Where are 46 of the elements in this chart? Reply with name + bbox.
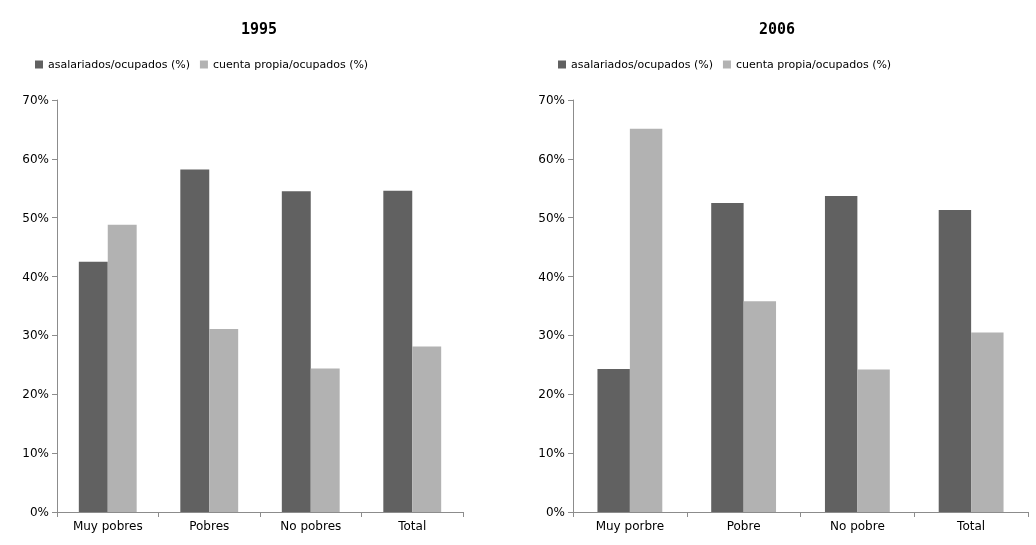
- x-tick-label: Pobres: [189, 519, 230, 533]
- bar: [209, 328, 239, 512]
- chart-title: 2006: [758, 19, 796, 38]
- y-tick-label: 30%: [22, 328, 49, 343]
- y-tick-label: 70%: [538, 93, 565, 107]
- x-tick-label: Total: [956, 519, 986, 533]
- legend-label: cuenta propia/ocupados (%): [735, 58, 892, 71]
- bar: [310, 368, 340, 512]
- legend-label: cuenta propia/ocupados (%): [212, 58, 369, 71]
- bar: [824, 195, 858, 512]
- y-tick-label: 10%: [538, 446, 565, 461]
- x-tick-label: Muy pobres: [72, 519, 143, 533]
- legend-label: asalariados/ocupados (%): [571, 58, 713, 71]
- y-tick-label: 50%: [538, 210, 565, 225]
- x-tick-label: No pobres: [280, 519, 342, 533]
- bar: [971, 332, 1004, 512]
- y-tick-label: 50%: [22, 210, 49, 225]
- y-tick-label: 40%: [22, 269, 49, 284]
- bar: [180, 169, 210, 512]
- bar: [107, 224, 137, 512]
- y-tick-label: 10%: [22, 446, 49, 461]
- bar: [281, 191, 311, 512]
- x-tick-label: No pobre: [829, 519, 885, 533]
- y-tick-label: 60%: [538, 151, 565, 166]
- y-tick-label: 20%: [22, 387, 49, 402]
- y-tick-label: 0%: [545, 505, 565, 519]
- y-tick-label: 60%: [22, 151, 49, 166]
- bar: [597, 368, 630, 512]
- y-tick-label: 40%: [538, 269, 565, 284]
- bar: [383, 190, 413, 512]
- chart-title: 1995: [240, 19, 278, 38]
- bar: [629, 128, 663, 512]
- y-tick-label: 20%: [538, 387, 565, 402]
- x-tick-label: Pobre: [726, 519, 761, 533]
- bar: [78, 261, 108, 512]
- bar: [938, 210, 972, 512]
- x-tick-label: Muy porbre: [595, 519, 665, 533]
- y-tick-label: 70%: [22, 93, 49, 107]
- bar: [412, 346, 442, 512]
- legend-label: asalariados/ocupados (%): [48, 58, 190, 71]
- y-tick-label: 30%: [538, 328, 565, 343]
- x-tick-label: Total: [397, 519, 427, 533]
- bar: [857, 369, 890, 512]
- bar: [743, 301, 777, 512]
- y-tick-label: 0%: [29, 505, 49, 519]
- bar: [711, 203, 744, 512]
